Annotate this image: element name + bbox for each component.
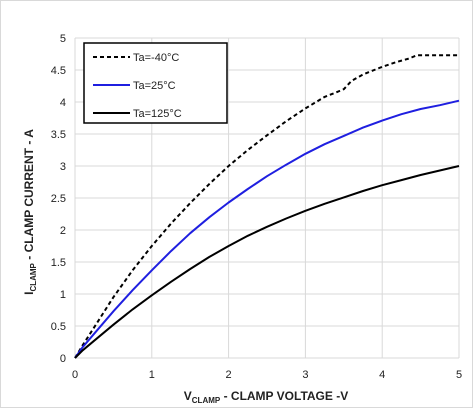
series-line-2 bbox=[74, 99, 460, 359]
x-axis-title-main: V bbox=[184, 389, 192, 403]
y-tick-label: 3 bbox=[60, 161, 66, 173]
x-tick-label: 1 bbox=[149, 369, 155, 381]
x-axis-title-rest: - CLAMP VOLTAGE -V bbox=[220, 389, 348, 403]
y-axis-title-rest: - CLAMP CURRENT - A bbox=[22, 129, 36, 263]
y-axis-title: ICLAMP - CLAMP CURRENT - A bbox=[22, 129, 38, 295]
legend-label-series-3: Ta=125°C bbox=[133, 108, 182, 120]
x-tick-label: 4 bbox=[379, 369, 385, 381]
y-tick-label: 3.5 bbox=[51, 129, 66, 141]
y-tick-label: 2.5 bbox=[51, 193, 66, 205]
x-tick-label: 0 bbox=[72, 369, 78, 381]
y-tick-labels: 0 0.5 1 1.5 2 2.5 3 3.5 4 4.5 5 bbox=[51, 33, 66, 365]
x-tick-label: 3 bbox=[302, 369, 308, 381]
x-tick-label: 2 bbox=[226, 369, 232, 381]
y-tick-label: 5 bbox=[60, 33, 66, 45]
series-line-3 bbox=[74, 165, 460, 359]
legend-label-series-1: Ta=-40°C bbox=[133, 52, 179, 64]
y-tick-label: 4 bbox=[60, 97, 66, 109]
y-axis-title-main: I bbox=[22, 292, 36, 295]
series-line-1 bbox=[74, 54, 459, 359]
y-axis-title-sub: CLAMP bbox=[29, 262, 38, 291]
series-layer bbox=[74, 54, 460, 359]
x-axis-title: VCLAMP - CLAMP VOLTAGE -V bbox=[184, 389, 348, 405]
y-tick-label: 1 bbox=[60, 289, 66, 301]
y-tick-label: 0 bbox=[60, 353, 66, 365]
x-axis-title-sub: CLAMP bbox=[192, 396, 221, 405]
legend: Ta=-40°C Ta=25°C Ta=125°C bbox=[83, 42, 228, 124]
legend-label-series-2: Ta=25°C bbox=[133, 80, 176, 92]
y-tick-label: 1.5 bbox=[51, 257, 66, 269]
x-tick-label: 5 bbox=[456, 369, 462, 381]
y-tick-label: 2 bbox=[60, 225, 66, 237]
y-tick-label: 4.5 bbox=[51, 65, 66, 77]
y-tick-label: 0.5 bbox=[51, 321, 66, 333]
x-tick-labels: 0 1 2 3 4 5 bbox=[72, 369, 462, 381]
